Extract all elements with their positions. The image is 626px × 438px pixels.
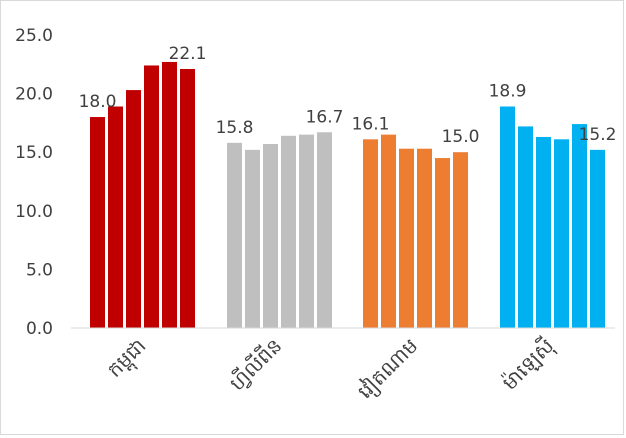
bar <box>381 134 396 328</box>
bar <box>518 126 533 328</box>
bar <box>500 106 515 328</box>
data-labels: 18.0 22.1 15.8 16.7 16.1 15.0 18.9 15.2 <box>79 44 617 147</box>
bar <box>554 139 569 328</box>
bar <box>453 152 468 328</box>
bar <box>162 61 177 329</box>
bars <box>90 61 605 329</box>
data-label: 22.1 <box>169 44 207 64</box>
y-tick-label: 0.0 <box>26 319 53 339</box>
bar <box>536 136 551 328</box>
bar <box>281 135 296 328</box>
category-label: វៀតណាម <box>352 333 424 405</box>
bar <box>572 124 587 329</box>
data-label: 15.2 <box>579 125 617 145</box>
y-tick-label: 10.0 <box>15 202 53 222</box>
y-axis: 0.0 5.0 10.0 15.0 20.0 25.0 <box>15 26 53 339</box>
data-label: 15.8 <box>216 118 254 138</box>
y-tick-label: 5.0 <box>26 260 53 280</box>
bar <box>144 65 159 329</box>
y-tick-label: 20.0 <box>15 85 53 105</box>
data-label: 18.9 <box>489 81 527 101</box>
category-label: ហ្វីលីពីន <box>224 333 287 396</box>
bar <box>317 132 332 328</box>
bar <box>126 90 141 328</box>
bar <box>363 139 378 328</box>
bar <box>180 68 195 328</box>
category-label: ម៉ាឡេស៊ី <box>497 333 560 396</box>
bar <box>299 134 314 328</box>
data-label: 16.7 <box>306 107 344 127</box>
bar <box>108 106 123 328</box>
data-label: 16.1 <box>352 114 390 134</box>
y-tick-label: 25.0 <box>15 26 53 46</box>
bar <box>417 148 432 328</box>
data-label: 18.0 <box>79 92 117 112</box>
bar <box>245 149 260 328</box>
bar <box>590 149 605 328</box>
data-label: 15.0 <box>442 127 480 147</box>
bar <box>227 142 242 328</box>
category-labels: កម្ពុជា ហ្វីលីពីន វៀតណាម ម៉ាឡេស៊ី <box>102 333 560 405</box>
bar <box>435 158 450 328</box>
y-tick-label: 15.0 <box>15 143 53 163</box>
bar <box>90 117 105 328</box>
bar <box>263 143 278 328</box>
category-label: កម្ពុជា <box>102 334 153 385</box>
bar <box>399 148 414 328</box>
